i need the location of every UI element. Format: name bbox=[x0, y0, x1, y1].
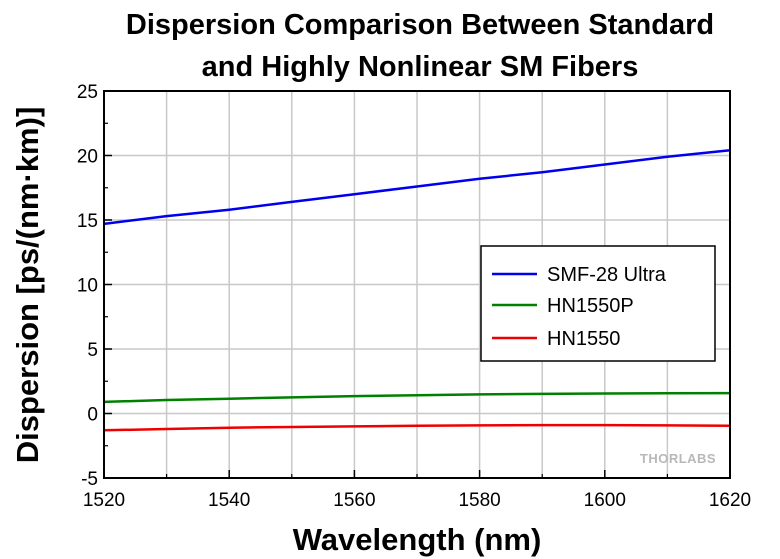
axis-ticks bbox=[103, 90, 731, 479]
chart-title-line-1: Dispersion Comparison Between Standard bbox=[126, 9, 714, 41]
y-tick-label: 10 bbox=[77, 276, 98, 297]
y-tick-label: 25 bbox=[77, 82, 98, 103]
x-axis-title: Wavelength (nm) bbox=[293, 522, 542, 557]
y-tick-label: 15 bbox=[77, 211, 98, 232]
chart-title-line-2: and Highly Nonlinear SM Fibers bbox=[202, 51, 639, 83]
y-tick-label: 20 bbox=[77, 147, 98, 168]
thorlabs-watermark: THORLABS bbox=[640, 451, 716, 466]
y-tick-labels: -5 0 5 10 15 20 25 bbox=[77, 82, 98, 490]
legend-label-smf-28-ultra: SMF-28 Ultra bbox=[547, 264, 667, 286]
legend: SMF-28 Ultra HN1550P HN1550 bbox=[480, 245, 716, 362]
x-tick-labels: 1520 1540 1560 1580 1600 1620 bbox=[83, 490, 751, 511]
series-lines bbox=[103, 149, 731, 432]
legend-box bbox=[480, 245, 716, 362]
y-tick-label: -5 bbox=[81, 469, 98, 490]
x-tick-label: 1600 bbox=[584, 490, 626, 511]
legend-label-hn1550: HN1550 bbox=[547, 328, 620, 350]
x-tick-label: 1620 bbox=[709, 490, 751, 511]
series-line-hn1550p bbox=[103, 391, 731, 404]
y-axis-title: Dispersion [ps/(nm·km)] bbox=[10, 107, 45, 464]
x-tick-label: 1540 bbox=[208, 490, 250, 511]
y-tick-label: 0 bbox=[87, 405, 98, 426]
series-line-smf-28-ultra bbox=[103, 149, 731, 226]
x-tick-label: 1580 bbox=[458, 490, 500, 511]
chart-title: Dispersion Comparison Between Standard a… bbox=[126, 9, 714, 83]
series-line-hn1550 bbox=[103, 423, 731, 432]
y-tick-label: 5 bbox=[87, 340, 98, 361]
x-tick-label: 1520 bbox=[83, 490, 125, 511]
x-tick-label: 1560 bbox=[333, 490, 375, 511]
legend-label-hn1550p: HN1550P bbox=[547, 295, 634, 317]
